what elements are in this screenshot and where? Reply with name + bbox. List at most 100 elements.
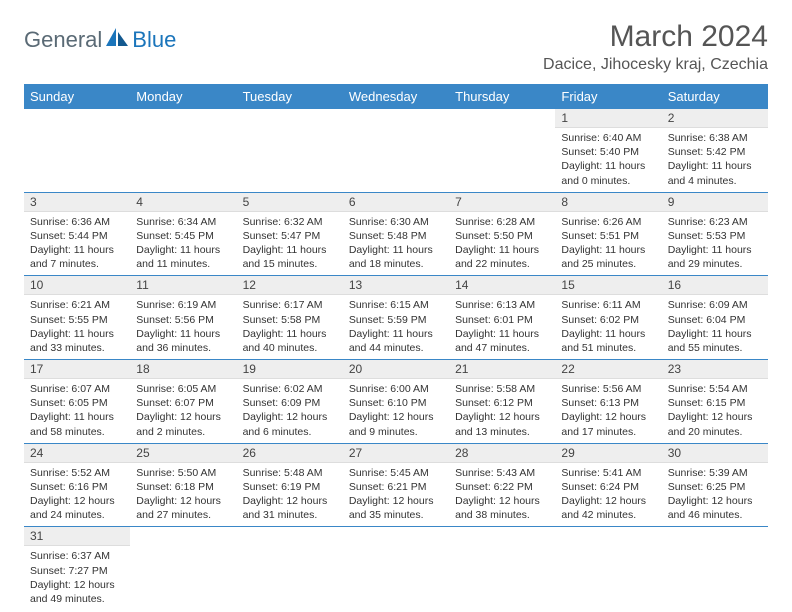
- sunset-text: Sunset: 5:55 PM: [30, 313, 124, 327]
- day-body: Sunrise: 6:15 AMSunset: 5:59 PMDaylight:…: [343, 295, 449, 359]
- day-body: Sunrise: 5:56 AMSunset: 6:13 PMDaylight:…: [555, 379, 661, 443]
- day-number: 12: [237, 276, 343, 295]
- sunrise-text: Sunrise: 6:37 AM: [30, 549, 124, 563]
- sunrise-text: Sunrise: 6:05 AM: [136, 382, 230, 396]
- day-body: Sunrise: 6:19 AMSunset: 5:56 PMDaylight:…: [130, 295, 236, 359]
- daylight-text: Daylight: 11 hours and 51 minutes.: [561, 327, 655, 355]
- day-body: Sunrise: 6:26 AMSunset: 5:51 PMDaylight:…: [555, 212, 661, 276]
- sunset-text: Sunset: 6:01 PM: [455, 313, 549, 327]
- day-body: Sunrise: 6:13 AMSunset: 6:01 PMDaylight:…: [449, 295, 555, 359]
- calendar-head: SundayMondayTuesdayWednesdayThursdayFrid…: [24, 84, 768, 109]
- sunset-text: Sunset: 6:13 PM: [561, 396, 655, 410]
- day-body: Sunrise: 6:02 AMSunset: 6:09 PMDaylight:…: [237, 379, 343, 443]
- logo-text-general: General: [24, 27, 102, 53]
- sunset-text: Sunset: 6:16 PM: [30, 480, 124, 494]
- calendar-cell: [555, 527, 661, 610]
- day-body: Sunrise: 5:58 AMSunset: 6:12 PMDaylight:…: [449, 379, 555, 443]
- day-number: 24: [24, 444, 130, 463]
- sunrise-text: Sunrise: 5:58 AM: [455, 382, 549, 396]
- daylight-text: Daylight: 12 hours and 38 minutes.: [455, 494, 549, 522]
- calendar-cell: 4Sunrise: 6:34 AMSunset: 5:45 PMDaylight…: [130, 192, 236, 276]
- calendar-cell: [343, 109, 449, 192]
- day-body: Sunrise: 5:39 AMSunset: 6:25 PMDaylight:…: [662, 463, 768, 527]
- sunset-text: Sunset: 6:07 PM: [136, 396, 230, 410]
- calendar-cell: 2Sunrise: 6:38 AMSunset: 5:42 PMDaylight…: [662, 109, 768, 192]
- day-number: 7: [449, 193, 555, 212]
- calendar-cell: 15Sunrise: 6:11 AMSunset: 6:02 PMDayligh…: [555, 276, 661, 360]
- header: General Blue March 2024 Dacice, Jihocesk…: [24, 20, 768, 74]
- sunset-text: Sunset: 5:58 PM: [243, 313, 337, 327]
- daylight-text: Daylight: 12 hours and 2 minutes.: [136, 410, 230, 438]
- calendar-cell: 28Sunrise: 5:43 AMSunset: 6:22 PMDayligh…: [449, 443, 555, 527]
- day-header: Tuesday: [237, 84, 343, 109]
- sunrise-text: Sunrise: 6:09 AM: [668, 298, 762, 312]
- day-body: Sunrise: 5:43 AMSunset: 6:22 PMDaylight:…: [449, 463, 555, 527]
- day-number: 5: [237, 193, 343, 212]
- sunrise-text: Sunrise: 6:40 AM: [561, 131, 655, 145]
- sunset-text: Sunset: 6:04 PM: [668, 313, 762, 327]
- day-header: Wednesday: [343, 84, 449, 109]
- day-number: 25: [130, 444, 236, 463]
- sunset-text: Sunset: 5:44 PM: [30, 229, 124, 243]
- sunrise-text: Sunrise: 5:52 AM: [30, 466, 124, 480]
- sunrise-text: Sunrise: 5:41 AM: [561, 466, 655, 480]
- day-header: Saturday: [662, 84, 768, 109]
- sunrise-text: Sunrise: 5:50 AM: [136, 466, 230, 480]
- sunrise-text: Sunrise: 6:23 AM: [668, 215, 762, 229]
- day-body: Sunrise: 5:45 AMSunset: 6:21 PMDaylight:…: [343, 463, 449, 527]
- day-number: 27: [343, 444, 449, 463]
- day-body: Sunrise: 5:48 AMSunset: 6:19 PMDaylight:…: [237, 463, 343, 527]
- sunset-text: Sunset: 7:27 PM: [30, 564, 124, 578]
- sunset-text: Sunset: 6:19 PM: [243, 480, 337, 494]
- sunrise-text: Sunrise: 6:15 AM: [349, 298, 443, 312]
- calendar-cell: 6Sunrise: 6:30 AMSunset: 5:48 PMDaylight…: [343, 192, 449, 276]
- sunset-text: Sunset: 5:47 PM: [243, 229, 337, 243]
- calendar-cell: 19Sunrise: 6:02 AMSunset: 6:09 PMDayligh…: [237, 360, 343, 444]
- sunrise-text: Sunrise: 6:36 AM: [30, 215, 124, 229]
- sunrise-text: Sunrise: 5:48 AM: [243, 466, 337, 480]
- sunrise-text: Sunrise: 6:30 AM: [349, 215, 443, 229]
- day-number: 8: [555, 193, 661, 212]
- daylight-text: Daylight: 11 hours and 22 minutes.: [455, 243, 549, 271]
- day-number: 17: [24, 360, 130, 379]
- daylight-text: Daylight: 12 hours and 13 minutes.: [455, 410, 549, 438]
- calendar-cell: [449, 527, 555, 610]
- calendar-cell: [343, 527, 449, 610]
- calendar-cell: 30Sunrise: 5:39 AMSunset: 6:25 PMDayligh…: [662, 443, 768, 527]
- day-number: 30: [662, 444, 768, 463]
- sunset-text: Sunset: 5:40 PM: [561, 145, 655, 159]
- day-number: 23: [662, 360, 768, 379]
- sunrise-text: Sunrise: 6:00 AM: [349, 382, 443, 396]
- sunset-text: Sunset: 5:48 PM: [349, 229, 443, 243]
- sunset-text: Sunset: 6:25 PM: [668, 480, 762, 494]
- day-body: Sunrise: 6:40 AMSunset: 5:40 PMDaylight:…: [555, 128, 661, 192]
- day-number: 1: [555, 109, 661, 128]
- daylight-text: Daylight: 12 hours and 9 minutes.: [349, 410, 443, 438]
- calendar-cell: 1Sunrise: 6:40 AMSunset: 5:40 PMDaylight…: [555, 109, 661, 192]
- sunset-text: Sunset: 5:51 PM: [561, 229, 655, 243]
- day-body: Sunrise: 6:07 AMSunset: 6:05 PMDaylight:…: [24, 379, 130, 443]
- day-number: 9: [662, 193, 768, 212]
- day-body: Sunrise: 6:11 AMSunset: 6:02 PMDaylight:…: [555, 295, 661, 359]
- day-header: Friday: [555, 84, 661, 109]
- sunrise-text: Sunrise: 6:17 AM: [243, 298, 337, 312]
- calendar-cell: 20Sunrise: 6:00 AMSunset: 6:10 PMDayligh…: [343, 360, 449, 444]
- sunset-text: Sunset: 5:59 PM: [349, 313, 443, 327]
- calendar-cell: [449, 109, 555, 192]
- daylight-text: Daylight: 11 hours and 11 minutes.: [136, 243, 230, 271]
- daylight-text: Daylight: 11 hours and 47 minutes.: [455, 327, 549, 355]
- calendar-cell: 5Sunrise: 6:32 AMSunset: 5:47 PMDaylight…: [237, 192, 343, 276]
- sunrise-text: Sunrise: 5:45 AM: [349, 466, 443, 480]
- calendar-cell: 26Sunrise: 5:48 AMSunset: 6:19 PMDayligh…: [237, 443, 343, 527]
- day-number: 31: [24, 527, 130, 546]
- calendar-cell: 24Sunrise: 5:52 AMSunset: 6:16 PMDayligh…: [24, 443, 130, 527]
- daylight-text: Daylight: 11 hours and 33 minutes.: [30, 327, 124, 355]
- day-body: Sunrise: 5:54 AMSunset: 6:15 PMDaylight:…: [662, 379, 768, 443]
- calendar-cell: 29Sunrise: 5:41 AMSunset: 6:24 PMDayligh…: [555, 443, 661, 527]
- sunset-text: Sunset: 6:22 PM: [455, 480, 549, 494]
- sunrise-text: Sunrise: 5:56 AM: [561, 382, 655, 396]
- daylight-text: Daylight: 11 hours and 18 minutes.: [349, 243, 443, 271]
- calendar-cell: 10Sunrise: 6:21 AMSunset: 5:55 PMDayligh…: [24, 276, 130, 360]
- day-number: 11: [130, 276, 236, 295]
- sunrise-text: Sunrise: 6:34 AM: [136, 215, 230, 229]
